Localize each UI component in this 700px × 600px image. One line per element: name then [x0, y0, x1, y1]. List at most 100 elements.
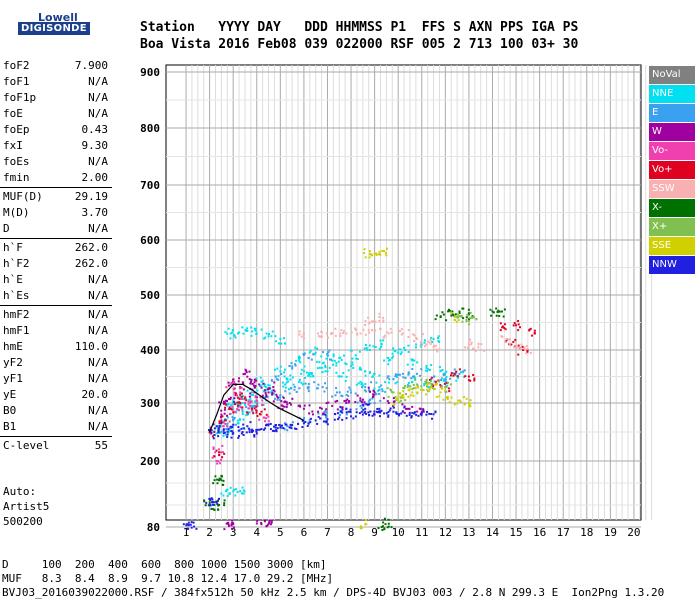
data-point	[456, 402, 459, 405]
data-point	[383, 250, 386, 252]
data-point	[189, 523, 192, 526]
data-point	[265, 386, 268, 389]
data-point	[274, 340, 277, 343]
y-tick-label: 200	[140, 455, 160, 468]
data-point	[444, 390, 447, 393]
data-point	[255, 522, 258, 525]
data-point	[348, 400, 351, 403]
data-point	[250, 400, 253, 403]
legend-item: NNW	[649, 256, 695, 274]
x-tick-label: 3	[230, 526, 237, 538]
data-point	[437, 335, 440, 338]
param-label: foE	[3, 107, 23, 120]
data-point	[440, 385, 443, 388]
data-point	[331, 359, 334, 362]
data-point	[504, 328, 507, 331]
data-point	[232, 411, 235, 414]
data-point	[226, 433, 229, 436]
data-point	[443, 382, 446, 385]
data-point	[397, 392, 400, 395]
param-value: 0.43	[81, 123, 109, 136]
param-row: yE 20.0	[0, 387, 112, 403]
data-point	[271, 429, 274, 432]
data-point	[398, 414, 401, 417]
data-point	[232, 522, 235, 525]
data-point	[383, 528, 386, 531]
data-point	[264, 336, 267, 339]
data-point	[357, 382, 360, 385]
data-point	[401, 332, 404, 335]
data-point	[288, 365, 291, 368]
data-point	[414, 378, 417, 381]
data-point	[226, 403, 229, 406]
data-point	[246, 411, 249, 414]
data-point	[251, 391, 254, 394]
data-point	[229, 332, 232, 335]
data-point	[365, 523, 368, 526]
data-point	[216, 502, 219, 505]
data-point	[326, 336, 329, 339]
data-point	[222, 420, 225, 423]
data-point	[449, 383, 452, 386]
data-point	[425, 366, 428, 369]
data-point	[270, 519, 273, 522]
data-point	[223, 408, 226, 411]
data-point	[434, 383, 437, 386]
data-point	[423, 341, 426, 344]
data-point	[240, 395, 243, 398]
data-point	[331, 395, 334, 398]
data-point	[392, 391, 395, 394]
data-point	[428, 382, 431, 385]
data-point	[373, 373, 376, 376]
data-point	[217, 497, 220, 500]
data-point	[396, 374, 399, 377]
param-label: yF2	[3, 356, 23, 369]
data-point	[299, 405, 302, 408]
data-point	[392, 355, 395, 358]
data-point	[430, 376, 433, 379]
data-point	[283, 375, 286, 378]
data-point	[290, 427, 293, 430]
data-point	[430, 386, 433, 389]
data-point	[279, 394, 282, 397]
data-point	[411, 363, 414, 366]
data-point	[472, 373, 475, 376]
data-point	[347, 401, 350, 404]
data-point	[216, 425, 219, 428]
data-point	[241, 381, 244, 384]
data-point	[407, 395, 410, 398]
data-point	[413, 340, 416, 343]
data-point	[380, 342, 383, 345]
data-point	[212, 437, 215, 440]
data-point	[402, 386, 405, 389]
data-point	[407, 372, 410, 375]
data-point	[224, 399, 227, 402]
x-tick-label: 12	[439, 526, 452, 538]
data-point	[425, 343, 428, 346]
data-point	[412, 375, 415, 378]
data-point	[455, 320, 458, 323]
data-point	[407, 389, 410, 392]
data-point	[499, 322, 502, 325]
data-point	[255, 393, 258, 396]
data-point	[254, 396, 257, 399]
data-point	[466, 346, 469, 349]
data-point	[347, 395, 350, 398]
data-point	[243, 372, 246, 375]
data-point	[325, 415, 328, 418]
data-point	[364, 370, 367, 373]
data-point	[236, 396, 239, 399]
data-point	[269, 428, 272, 431]
data-point	[355, 357, 358, 360]
data-point	[239, 490, 242, 493]
data-point	[291, 367, 294, 370]
data-point	[414, 386, 417, 389]
data-point	[398, 348, 401, 351]
data-point	[442, 398, 445, 401]
data-point	[303, 417, 306, 420]
param-row: D N/A	[0, 221, 112, 237]
data-point	[255, 432, 258, 435]
data-point	[419, 374, 422, 377]
data-point	[308, 373, 311, 376]
data-point	[269, 523, 272, 526]
